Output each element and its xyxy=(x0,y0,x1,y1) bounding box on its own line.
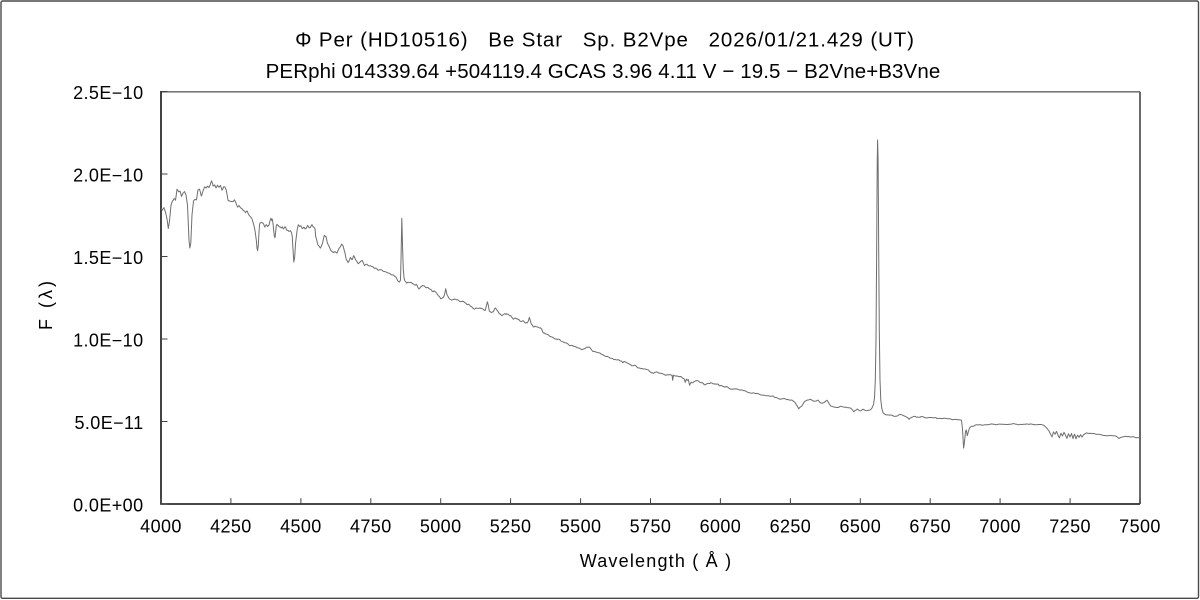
svg-text:6750: 6750 xyxy=(909,517,951,537)
svg-text:6500: 6500 xyxy=(839,517,881,537)
svg-text:7250: 7250 xyxy=(1049,517,1091,537)
svg-text:5500: 5500 xyxy=(560,517,602,537)
svg-text:6250: 6250 xyxy=(770,517,812,537)
svg-text:4000: 4000 xyxy=(140,517,182,537)
svg-text:6000: 6000 xyxy=(700,517,742,537)
svg-text:1.5E−10: 1.5E−10 xyxy=(73,248,143,268)
svg-text:Wavelength ( Å ): Wavelength ( Å ) xyxy=(580,551,733,571)
svg-text:1.0E−10: 1.0E−10 xyxy=(73,331,143,351)
svg-text:5000: 5000 xyxy=(420,517,462,537)
svg-text:7500: 7500 xyxy=(1119,517,1161,537)
svg-text:Φ Per (HD10516) Be Star Sp: Φ Per (HD10516) Be Star Sp. B2Vpe 2026/0… xyxy=(295,29,915,52)
svg-text:4750: 4750 xyxy=(350,517,392,537)
svg-text:F (λ): F (λ) xyxy=(36,278,56,330)
svg-text:5.0E−11: 5.0E−11 xyxy=(74,413,143,433)
svg-text:2.5E−10: 2.5E−10 xyxy=(73,83,143,103)
svg-text:5750: 5750 xyxy=(630,517,672,537)
svg-text:7000: 7000 xyxy=(979,517,1021,537)
svg-text:4250: 4250 xyxy=(210,517,252,537)
svg-text:PERphi 014339.64 +504119.4 GCA: PERphi 014339.64 +504119.4 GCAS 3.96 4.1… xyxy=(266,60,941,83)
svg-text:0.0E+00: 0.0E+00 xyxy=(73,496,143,516)
svg-text:4500: 4500 xyxy=(280,517,322,537)
svg-text:2.0E−10: 2.0E−10 xyxy=(73,166,143,186)
svg-text:5250: 5250 xyxy=(490,517,532,537)
